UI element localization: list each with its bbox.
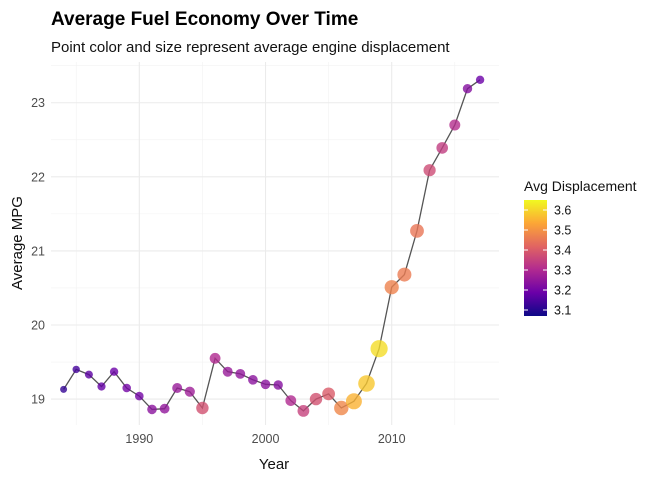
legend-tick-label: 3.4 [554,244,571,258]
grid [51,62,499,425]
data-point [449,119,461,131]
y-axis-ticks: 19 20 21 22 23 [31,96,45,406]
legend-ticks: 3.1 3.2 3.3 3.4 3.5 3.6 [524,204,571,318]
x-axis-title: Year [259,456,289,473]
data-point [285,395,297,406]
y-axis-title: Average MPG [9,196,26,290]
y-tick-label: 21 [31,244,45,258]
legend-tick-label: 3.3 [554,264,571,278]
x-axis-ticks: 1990 2000 2010 [125,432,405,446]
data-point [60,385,68,393]
data-point [184,386,195,397]
legend-tick-label: 3.6 [554,204,571,218]
data-point [248,375,258,385]
data-point [358,375,375,392]
data-point [345,393,362,410]
y-tick-label: 22 [31,170,45,184]
data-point [384,280,399,295]
data-point [172,383,183,393]
legend-tick-label: 3.5 [554,224,571,238]
x-tick-label: 2000 [252,432,280,446]
data-point [235,369,246,379]
legend-tick-label: 3.1 [554,304,571,318]
trend-line [63,79,481,412]
legend-colorbar [524,200,547,316]
data-point [97,382,106,391]
y-tick-label: 19 [31,393,45,407]
data-point [260,379,271,390]
data-point [370,340,388,358]
data-point [273,380,283,390]
data-point [147,404,157,415]
data-point [436,142,449,154]
x-tick-label: 1990 [125,432,153,446]
legend-tick-label: 3.2 [554,284,571,298]
y-tick-label: 20 [31,318,45,332]
data-point [159,403,170,414]
data-point [397,267,412,282]
data-point [84,370,93,379]
series-line [63,79,481,412]
data-point [209,352,221,364]
series-points [60,75,485,417]
chart-title: Average Fuel Economy Over Time [51,9,358,30]
data-point [309,392,323,406]
data-point [423,164,436,177]
data-point [135,391,144,401]
data-point [475,75,485,85]
data-point [410,224,424,238]
data-point [334,400,349,416]
data-point [297,405,310,417]
data-point [462,84,473,94]
data-point [222,366,233,377]
data-point [322,387,335,401]
chart-subtitle: Point color and size represent average e… [51,39,450,56]
data-point [196,401,209,415]
legend: Avg Displacement 3.1 3.2 3.3 3.4 3.5 3.6 [524,178,637,318]
x-tick-label: 2010 [378,432,406,446]
data-point [122,383,131,393]
legend-title: Avg Displacement [524,178,637,194]
y-tick-label: 23 [31,96,45,110]
data-point [109,367,119,376]
data-point [72,365,80,374]
